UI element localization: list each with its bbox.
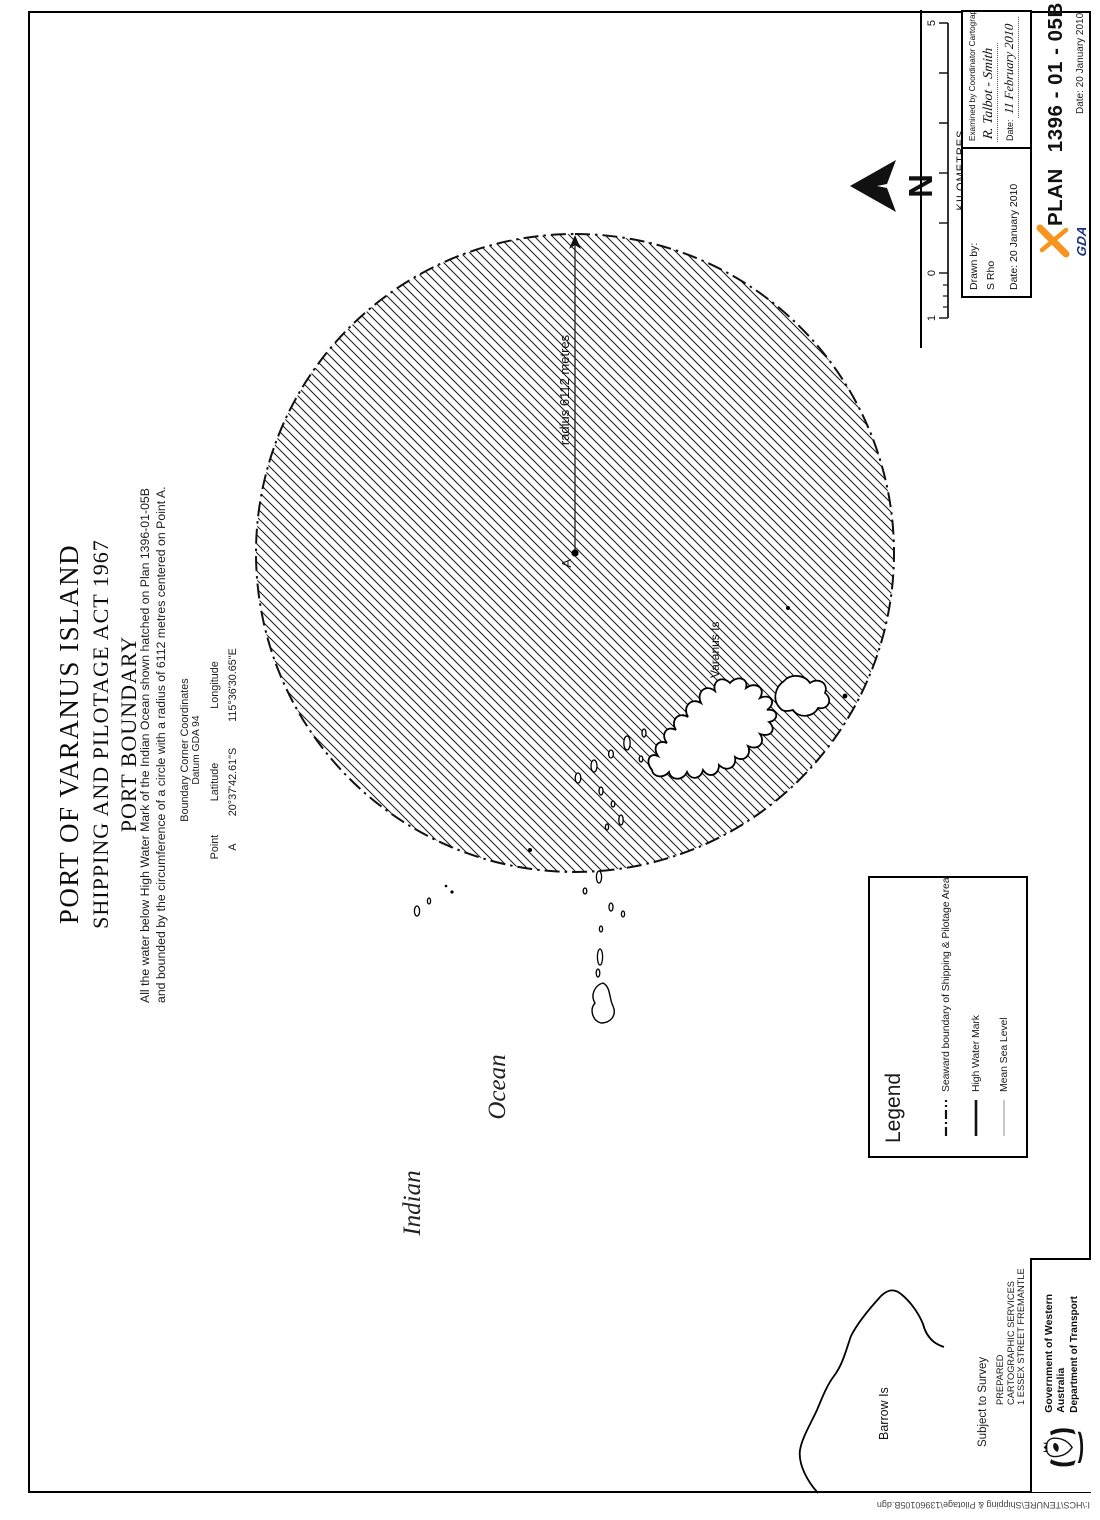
scale-label-1: 1 xyxy=(926,315,938,321)
examined-by-label: Examined by Coordinator Cartography: xyxy=(968,12,977,141)
cell-longitude-a: 115°36'30.65"E xyxy=(227,648,239,722)
plan-title-line2: SHIPPING AND PILOTAGE ACT 1967 xyxy=(88,539,113,929)
barrow-island-coastline xyxy=(798,1289,945,1494)
radius-arrowhead xyxy=(569,235,581,249)
file-path-note: I:\HCS\TENURE\Shipping & Pilotage\139601… xyxy=(876,1500,1090,1510)
gda-logo: GDA xyxy=(1035,218,1089,264)
subject-to-survey-note: Subject to Survey xyxy=(977,1356,989,1447)
examiner-signature: R. Talbot - Smith xyxy=(980,41,998,142)
varanus-island-label: Varanus Is xyxy=(708,622,722,678)
col-header-longitude: Longitude xyxy=(209,661,221,709)
government-line1: Government of Western Australia xyxy=(1043,1293,1067,1413)
prepared-line2: CARTOGRAPHIC SERVICES xyxy=(1005,1281,1016,1405)
cell-point-a: A xyxy=(227,843,239,851)
islet-dots xyxy=(444,606,848,894)
plan-title-line1: PORT OF VARANUS ISLAND xyxy=(54,543,84,925)
legend-item-label: Mean Sea Level xyxy=(998,1017,1010,1092)
col-header-point: Point xyxy=(209,834,221,860)
gda-label: GDA xyxy=(1074,224,1089,258)
legend-item-seaward-boundary: Seaward boundary of Shipping & Pilotage … xyxy=(940,877,952,1136)
thin-line-icon xyxy=(1003,1100,1005,1136)
coordinates-datum: Datum GDA 94 xyxy=(191,715,202,785)
island xyxy=(774,675,831,717)
prepared-line3: 1 ESSEX STREET FREMANTLE xyxy=(1016,1268,1027,1405)
plan-number: 1396 - 01 - 05B xyxy=(1044,2,1067,153)
north-arrow: N xyxy=(850,160,938,212)
varanus-island xyxy=(647,677,778,780)
islet-long xyxy=(591,982,615,1024)
coordinates-heading: Boundary Corner Coordinates xyxy=(179,678,191,822)
coat-of-arms-icon xyxy=(1042,1428,1083,1467)
plan-title: PORT OF VARANUS ISLAND SHIPPING AND PILO… xyxy=(54,469,142,999)
north-label: N xyxy=(902,174,938,198)
prepared-line1: PREPARED xyxy=(995,1354,1005,1405)
scale-minor-ticks xyxy=(943,284,948,308)
legend-item-label: Seaward boundary of Shipping & Pilotage … xyxy=(940,877,952,1092)
government-box: Government of Western Australia Departme… xyxy=(1030,1258,1091,1492)
plan-number-line: PLAN 1396 - 01 - 05B xyxy=(1044,2,1068,226)
radius-label: radius 6112 metres xyxy=(557,334,572,445)
legend-item-mean-sea-level: Mean Sea Level xyxy=(998,1018,1010,1136)
legend-heading: Legend xyxy=(882,1072,905,1143)
examined-date-label: Date: xyxy=(1005,119,1015,141)
scale-label-5: 5 xyxy=(926,20,938,26)
plan-word: PLAN xyxy=(1044,168,1067,226)
boundary-description: All the water below High Water Mark of t… xyxy=(138,481,169,1003)
legend-box: Legend Seaward boundary of Shipping & Pi… xyxy=(868,876,1028,1158)
drawn-date: Date: 20 January 2010 xyxy=(1008,183,1020,290)
title-block: Drawn by: S Rho Date: 20 January 2010 Ex… xyxy=(961,10,1032,298)
gda-star-icon xyxy=(1036,224,1070,258)
examined-by-cell: Examined by Coordinator Cartography: R. … xyxy=(963,12,1030,147)
cell-latitude-a: 20°37'42.61"S xyxy=(227,747,239,817)
description-line1: All the water below High Water Mark of t… xyxy=(138,488,152,1003)
ocean-label-ocean: Ocean xyxy=(484,1054,511,1119)
coordinates-table: Boundary Corner Coordinates Datum GDA 94… xyxy=(179,628,239,872)
examined-date-value: 11 February 2010 xyxy=(1002,15,1019,118)
government-line2: Department of Transport xyxy=(1069,1296,1080,1413)
scale-major-ticks xyxy=(939,22,948,319)
drawn-by-name: S Rho xyxy=(985,260,997,290)
dash-dot-line-icon xyxy=(944,1100,948,1136)
scale-label-0: 0 xyxy=(926,270,938,276)
legend-item-high-water-mark: High Water Mark xyxy=(970,1015,982,1136)
drawn-by-cell: Drawn by: S Rho Date: 20 January 2010 xyxy=(963,147,1030,296)
point-a-label: A xyxy=(559,559,574,568)
prepared-by-block: PREPARED CARTOGRAPHIC SERVICES 1 ESSEX S… xyxy=(995,1268,1027,1405)
barrow-island-label: Barrow Is xyxy=(877,1387,891,1440)
islet-group xyxy=(413,728,647,978)
thick-line-icon xyxy=(974,1100,978,1136)
plan-date: Date: 20 January 2010 xyxy=(1075,12,1086,114)
ocean-label-indian: Indian xyxy=(399,1170,426,1236)
drawn-by-label: Drawn by: xyxy=(968,242,980,290)
legend-item-label: High Water Mark xyxy=(970,1015,982,1092)
description-line2: and bounded by the circumference of a ci… xyxy=(153,486,168,1003)
north-arrow-icon xyxy=(850,160,896,212)
center-point-a xyxy=(571,549,579,557)
col-header-latitude: Latitude xyxy=(209,762,221,802)
